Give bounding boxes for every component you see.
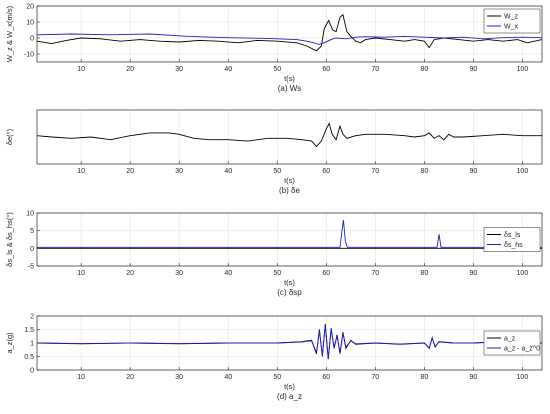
y-tick-label: 10 [26, 20, 34, 27]
x-tick-label: 90 [469, 168, 477, 175]
series-line-2 [37, 33, 542, 45]
y-tick-label: -10 [24, 52, 34, 59]
legend-label: W_x [504, 24, 519, 31]
series-line-1 [37, 122, 542, 148]
x-tick-label: 90 [469, 66, 477, 73]
y-tick-label: 0.5 [24, 354, 34, 361]
x-tick-label: 70 [371, 168, 379, 175]
x-axis-label: t(s) [284, 176, 295, 185]
legend-label: δs_ls [504, 232, 521, 239]
x-tick-label: 40 [224, 168, 232, 175]
x-tick-label: 50 [273, 168, 281, 175]
x-tick-label: 10 [77, 168, 85, 175]
y-tick-label: 20 [26, 4, 34, 11]
legend-label: a_z [504, 336, 516, 343]
y-tick-label: 0 [30, 368, 34, 375]
x-tick-label: 90 [469, 270, 477, 277]
chart-panel-3: 10 20 30 40 50 60 70 80 90 100 -5 0 5 10 t(s)(c) δsp δs… [5, 211, 543, 297]
x-tick-label: 60 [322, 168, 330, 175]
y-tick-label: 1.5 [24, 327, 34, 334]
x-tick-label: 20 [126, 270, 134, 277]
legend: W_z W_x [483, 8, 541, 34]
chart-panel-2: 10 20 30 40 50 60 70 80 90 100 t(s)(b) δe δe(°) [5, 109, 543, 195]
x-tick-label: 50 [273, 66, 281, 73]
x-tick-label: 70 [371, 270, 379, 277]
legend: a_z a_z - a_z^0 [483, 330, 541, 356]
axes-frame [36, 212, 543, 267]
x-tick-label: 20 [126, 66, 134, 73]
plot-area [37, 213, 542, 266]
x-tick-label: 50 [273, 374, 281, 381]
legend-box [483, 330, 541, 356]
series-line-2 [37, 325, 542, 358]
x-tick-label: 100 [517, 66, 529, 73]
x-tick-label: 10 [77, 270, 85, 277]
axes-frame [36, 109, 543, 165]
y-tick-label: 2 [30, 314, 34, 321]
x-tick-label: 100 [517, 270, 529, 277]
legend-label: δs_hs [504, 242, 523, 249]
legend-box [483, 8, 541, 34]
legend-label: a_z - a_z^0 [504, 346, 540, 353]
x-tick-label: 40 [224, 66, 232, 73]
y-tick-label: 0 [30, 246, 34, 253]
y-tick-label: 5 [30, 228, 34, 235]
x-tick-label: 50 [273, 270, 281, 277]
x-tick-label: 100 [517, 374, 529, 381]
x-tick-label: 80 [420, 374, 428, 381]
x-tick-label: 60 [322, 374, 330, 381]
legend-label: W_z [504, 14, 519, 21]
panel-caption: (b) δe [279, 186, 300, 195]
legend-box [483, 227, 541, 252]
x-tick-label: 30 [175, 270, 183, 277]
x-tick-label: 40 [224, 270, 232, 277]
y-axis-label: a_z(g) [5, 332, 14, 354]
x-tick-label: 70 [371, 66, 379, 73]
panel-caption: (c) δsp [277, 288, 302, 297]
panel-caption: (a) Ws [278, 84, 302, 93]
x-tick-label: 20 [126, 168, 134, 175]
x-tick-label: 40 [224, 374, 232, 381]
axes-frame [36, 5, 543, 63]
y-tick-label: 10 [26, 211, 34, 218]
y-axis-label: W_z & W_x(m/s) [5, 5, 14, 62]
x-axis-label: t(s) [284, 74, 295, 83]
y-axis-label: δs_ls & δs_hs(°) [5, 212, 14, 267]
x-tick-label: 100 [517, 168, 529, 175]
x-tick-label: 30 [175, 168, 183, 175]
series-line-2 [37, 220, 542, 248]
x-tick-label: 80 [420, 168, 428, 175]
x-tick-label: 80 [420, 270, 428, 277]
chart-panel-4: 10 20 30 40 50 60 70 80 90 100 0 0.5 1 1.5 2 t(s)(d) a_… [5, 314, 543, 401]
legend: δs_ls δs_hs [483, 227, 541, 252]
y-tick-label: 0 [30, 36, 34, 43]
x-tick-label: 90 [469, 374, 477, 381]
x-tick-label: 30 [175, 66, 183, 73]
x-tick-label: 60 [322, 66, 330, 73]
plot-area [37, 6, 542, 62]
x-axis-label: t(s) [284, 382, 295, 391]
x-tick-label: 20 [126, 374, 134, 381]
panel-caption: (d) a_z [277, 392, 302, 401]
x-tick-label: 70 [371, 374, 379, 381]
x-tick-label: 30 [175, 374, 183, 381]
y-tick-label: 1 [30, 341, 34, 348]
x-tick-label: 80 [420, 66, 428, 73]
y-tick-label: -5 [28, 264, 34, 271]
x-tick-label: 60 [322, 270, 330, 277]
x-axis-label: t(s) [284, 278, 295, 287]
chart-panel-1: 10 20 30 40 50 60 70 80 90 100 -10 0 10 20 t(s)(a) Ws W… [5, 4, 543, 93]
x-tick-label: 10 [77, 66, 85, 73]
y-axis-label: δe(°) [5, 128, 14, 145]
x-tick-label: 10 [77, 374, 85, 381]
